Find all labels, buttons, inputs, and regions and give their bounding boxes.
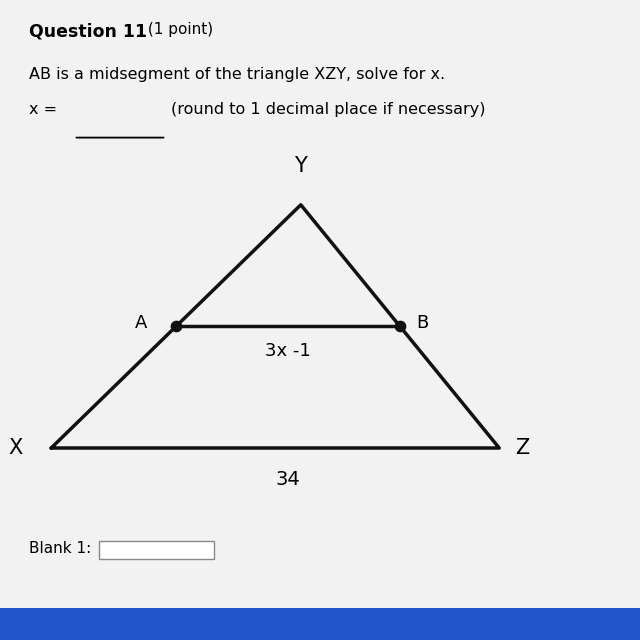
Text: x =: x = xyxy=(29,102,62,117)
Text: X: X xyxy=(8,438,22,458)
Point xyxy=(395,321,405,332)
FancyBboxPatch shape xyxy=(0,608,640,640)
Text: (round to 1 decimal place if necessary): (round to 1 decimal place if necessary) xyxy=(171,102,485,117)
Text: AB is a midsegment of the triangle XZY, solve for x.: AB is a midsegment of the triangle XZY, … xyxy=(29,67,445,82)
FancyBboxPatch shape xyxy=(99,541,214,559)
Text: Z: Z xyxy=(515,438,529,458)
Text: (1 point): (1 point) xyxy=(143,22,213,37)
Point xyxy=(171,321,181,332)
Text: Blank 1:: Blank 1: xyxy=(29,541,91,556)
Text: Question 11: Question 11 xyxy=(29,22,147,40)
Text: B: B xyxy=(416,314,428,332)
Text: Y: Y xyxy=(294,156,307,176)
Text: A: A xyxy=(135,314,147,332)
Text: 34: 34 xyxy=(276,470,300,490)
Text: 3x -1: 3x -1 xyxy=(265,342,311,360)
